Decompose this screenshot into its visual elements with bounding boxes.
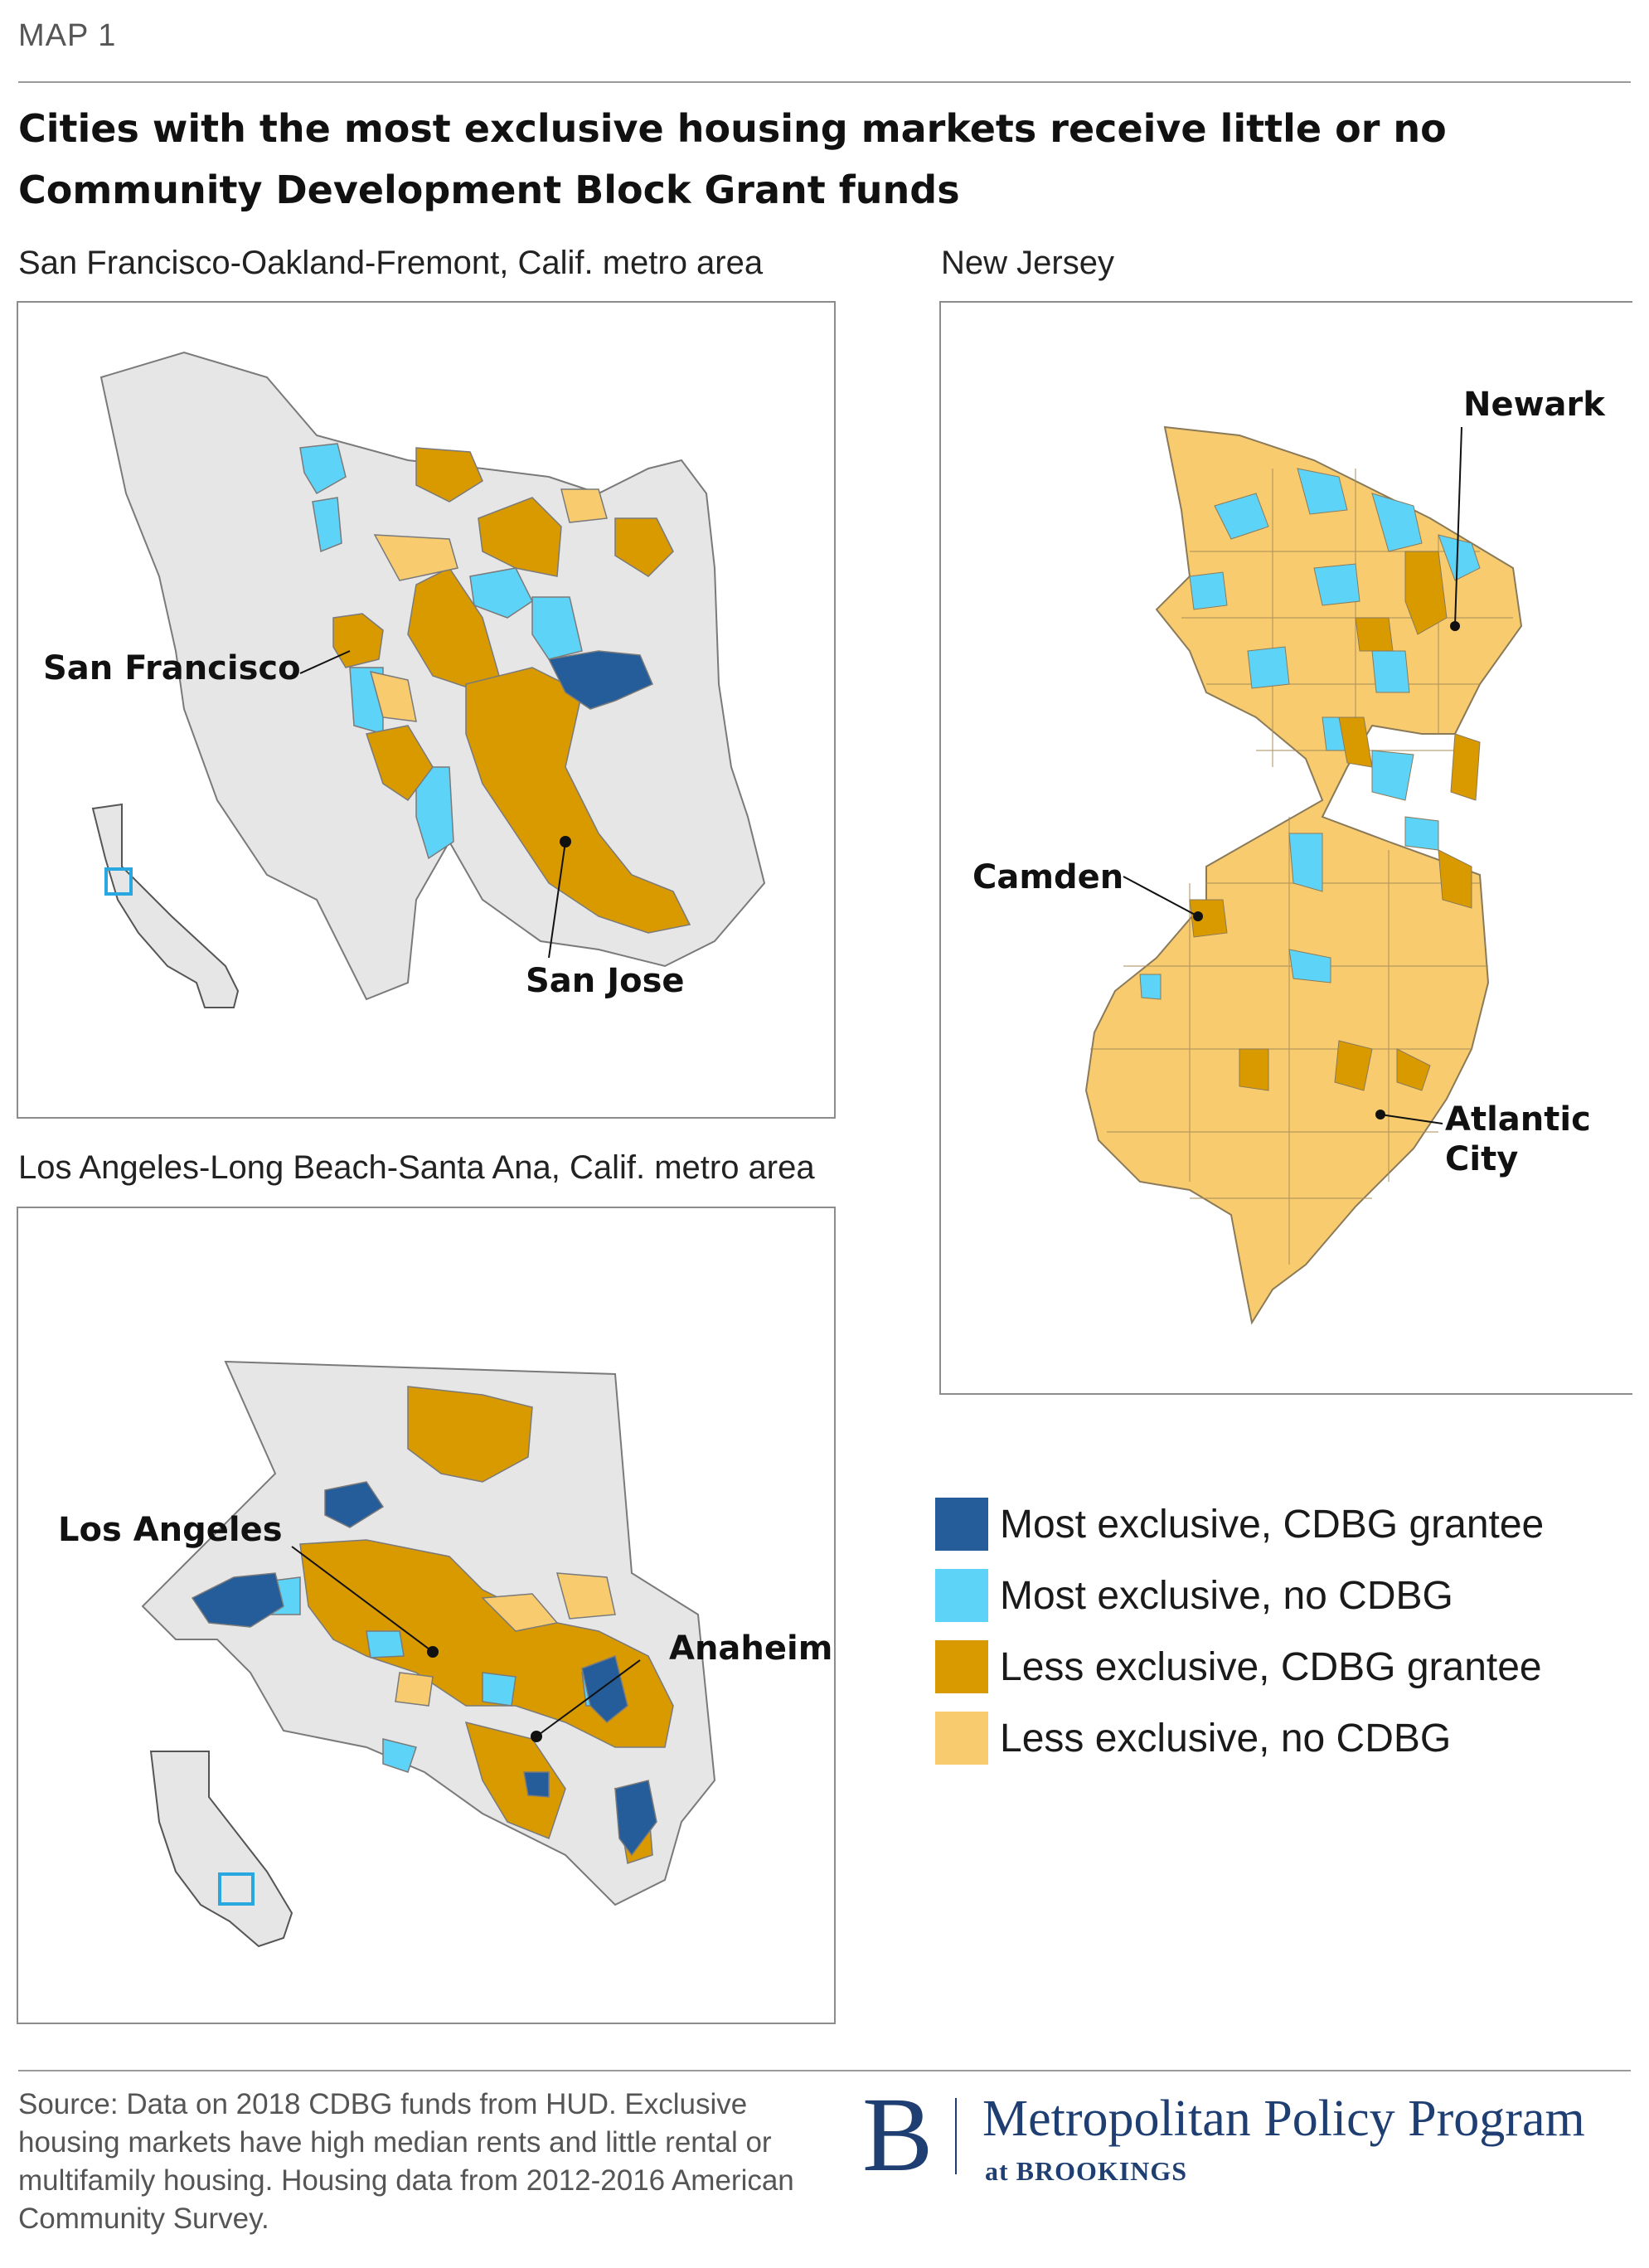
legend-label: Less exclusive, CDBG grantee <box>1000 1644 1542 1689</box>
california-locator <box>91 803 240 1008</box>
brand-name: Metropolitan Policy Program <box>982 2091 1585 2147</box>
los-angeles-city <box>299 1539 674 1748</box>
la-map <box>141 1360 716 1948</box>
san-jose-city <box>465 667 691 934</box>
legend-swatch-light-orange <box>935 1712 988 1765</box>
map-legend: Most exclusive, CDBG grantee Most exclus… <box>935 1489 1544 1774</box>
label-anaheim: Anaheim <box>669 1629 833 1668</box>
nj-subtitle: New Jersey <box>941 245 1114 281</box>
legend-swatch-dark-blue <box>935 1498 988 1551</box>
legend-item: Most exclusive, no CDBG <box>935 1560 1544 1631</box>
sf-subtitle: San Francisco-Oakland-Fremont, Calif. me… <box>18 245 764 281</box>
legend-swatch-dark-orange <box>935 1640 988 1693</box>
sf-map-panel: San Francisco San Jose <box>17 301 836 1119</box>
map-number: MAP 1 <box>18 18 117 53</box>
label-san-francisco: San Francisco <box>43 649 301 687</box>
bottom-divider <box>18 2070 1631 2071</box>
legend-item: Most exclusive, CDBG grantee <box>935 1489 1544 1560</box>
source-note: Source: Data on 2018 CDBG funds from HUD… <box>18 2088 794 2235</box>
top-divider <box>18 81 1631 83</box>
legend-item: Less exclusive, no CDBG <box>935 1702 1544 1774</box>
brookings-logo-mark: B <box>862 2076 934 2193</box>
label-newark: Newark <box>1463 386 1605 424</box>
brand-divider <box>955 2098 957 2174</box>
legend-label: Most exclusive, no CDBG <box>1000 1573 1453 1618</box>
nj-map <box>1084 425 1523 1325</box>
legend-item: Less exclusive, CDBG grantee <box>935 1631 1544 1702</box>
legend-swatch-light-blue <box>935 1569 988 1622</box>
california-locator <box>149 1751 293 1948</box>
san-francisco-city <box>332 613 384 668</box>
la-map-panel: Los Angeles Anaheim <box>17 1207 836 2024</box>
brand-sub: at BROOKINGS <box>985 2156 1188 2186</box>
label-city: City <box>1445 1140 1519 1178</box>
label-san-jose: San Jose <box>526 962 685 1000</box>
nj-map-panel: Newark Camden Atlantic City <box>939 301 1632 1395</box>
la-subtitle: Los Angeles-Long Beach-Santa Ana, Calif.… <box>18 1149 815 1186</box>
sf-map <box>91 351 766 1008</box>
legend-label: Most exclusive, CDBG grantee <box>1000 1502 1545 1547</box>
label-camden: Camden <box>972 858 1124 896</box>
label-atlantic: Atlantic <box>1445 1100 1591 1139</box>
label-los-angeles: Los Angeles <box>58 1511 283 1549</box>
legend-label: Less exclusive, no CDBG <box>1000 1716 1452 1760</box>
figure-title: Cities with the most exclusive housing m… <box>18 106 1447 212</box>
